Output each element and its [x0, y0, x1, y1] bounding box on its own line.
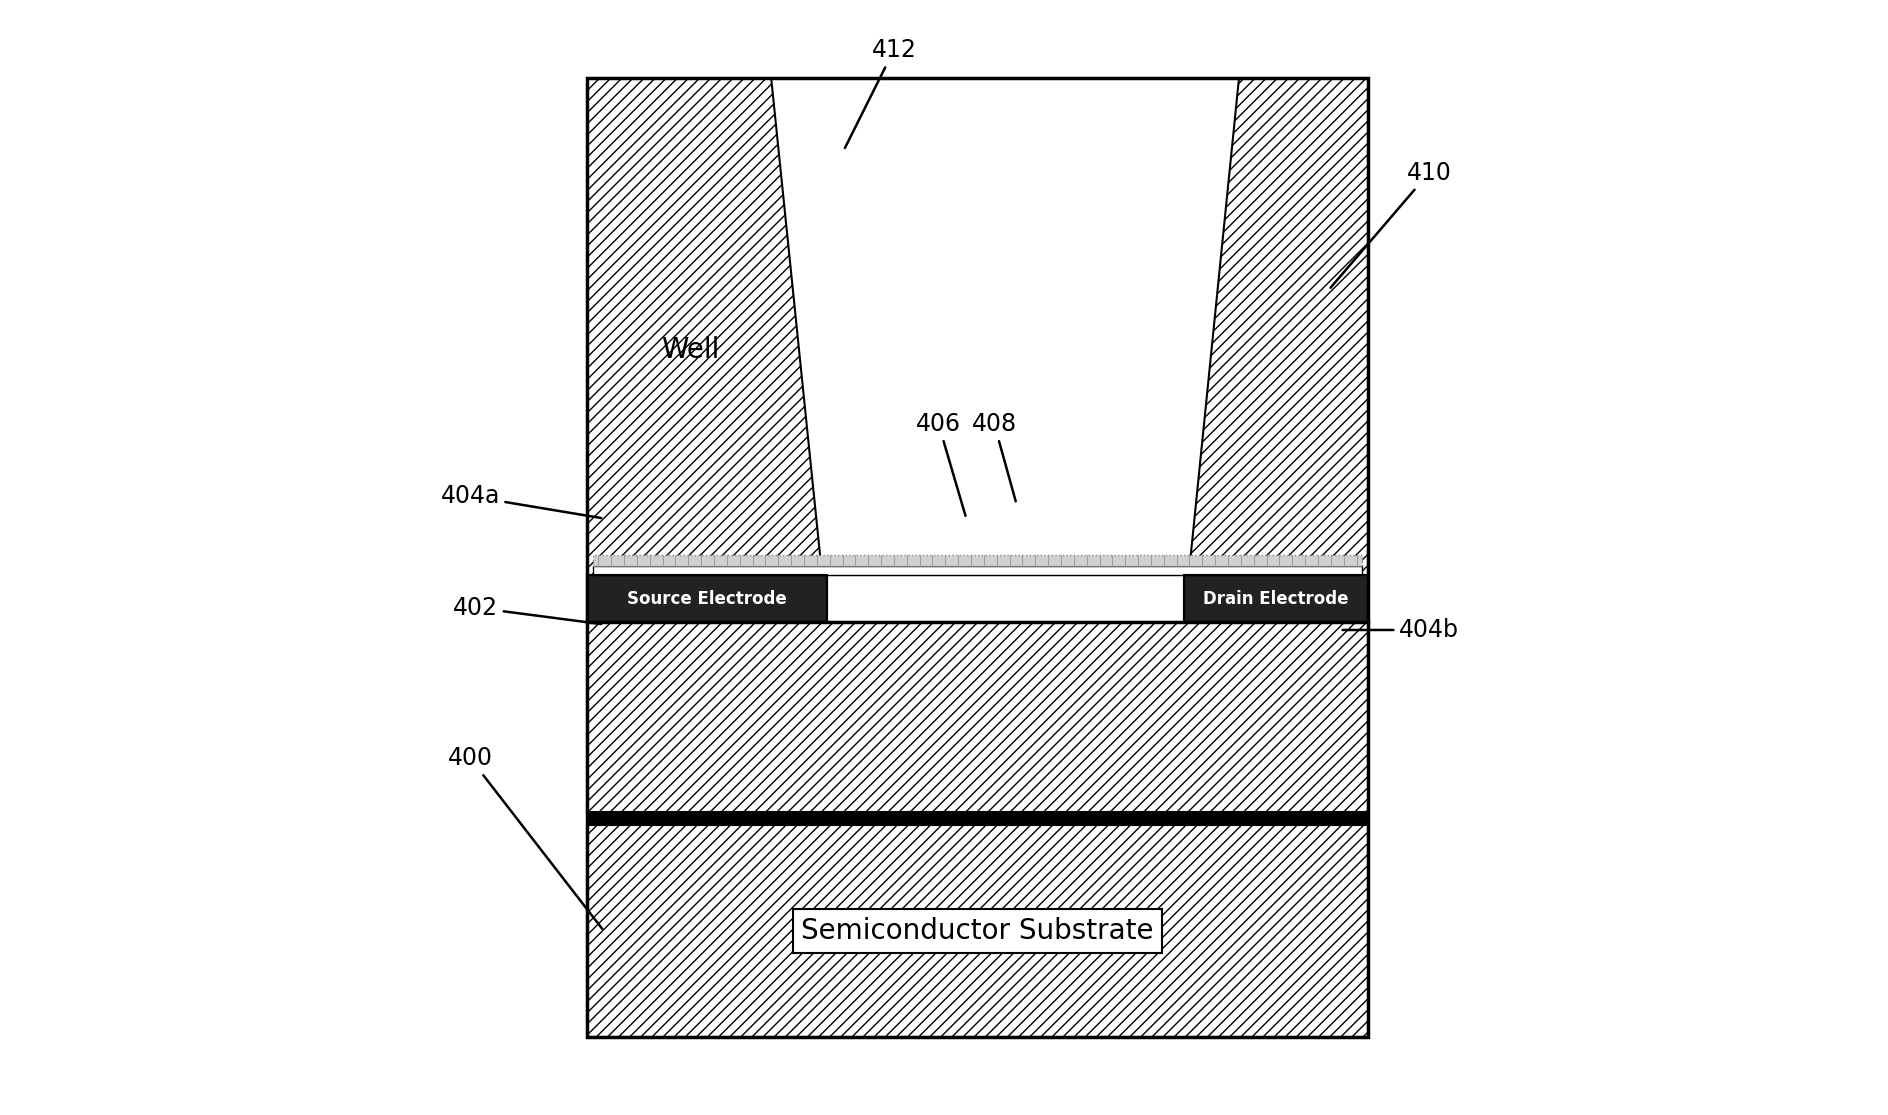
Bar [593, 566, 1361, 575]
Text: Source Electrode: Source Electrode [627, 590, 787, 608]
Polygon shape [1184, 78, 1367, 622]
Bar [587, 825, 1367, 1037]
Text: Semiconductor Substrate: Semiconductor Substrate [801, 917, 1154, 946]
Text: 400: 400 [447, 746, 602, 929]
Text: 404b: 404b [1342, 618, 1459, 642]
Bar [587, 78, 1367, 1037]
Text: 408: 408 [972, 411, 1018, 502]
Bar [587, 812, 1367, 825]
Bar [587, 575, 827, 622]
Text: 402: 402 [453, 595, 600, 624]
Polygon shape [587, 78, 827, 622]
Text: 406: 406 [916, 411, 965, 516]
Text: Drain Electrode: Drain Electrode [1203, 590, 1348, 608]
Bar [593, 555, 1361, 566]
Text: Well: Well [661, 336, 719, 365]
Text: 412: 412 [846, 38, 916, 148]
Bar [1184, 575, 1367, 622]
Bar [587, 622, 1367, 812]
Bar [587, 575, 827, 622]
Bar [1184, 575, 1367, 622]
Bar [827, 575, 1184, 622]
Text: 410: 410 [1331, 161, 1452, 288]
Text: 404a: 404a [440, 484, 600, 518]
